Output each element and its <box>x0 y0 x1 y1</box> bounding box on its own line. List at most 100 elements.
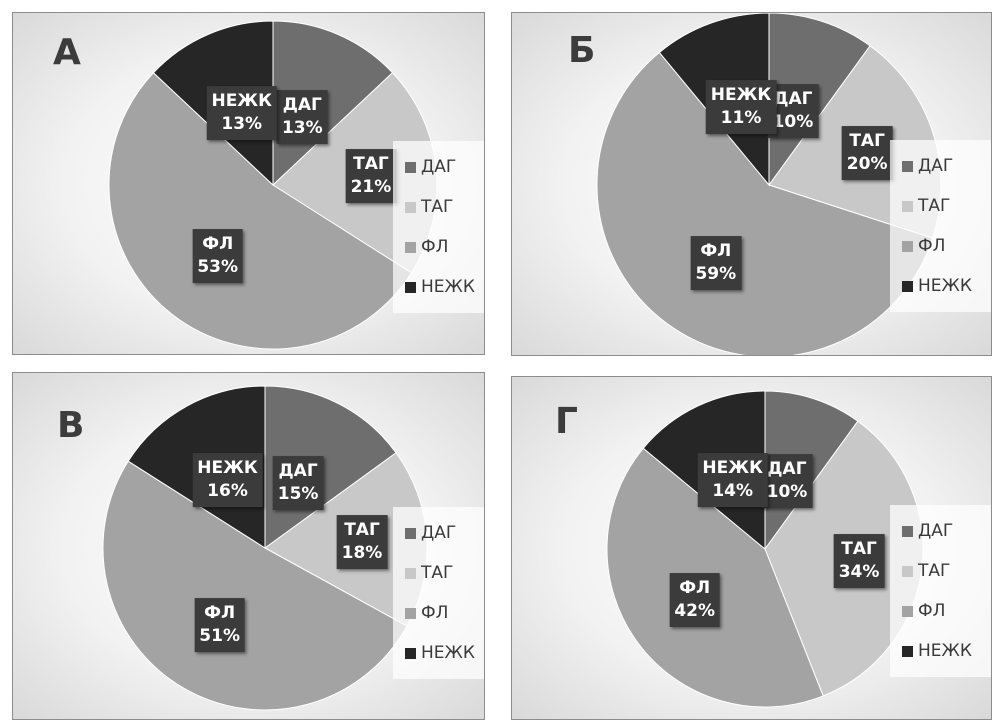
data-label-value: 13% <box>281 118 323 139</box>
data-label-category: ФЛ <box>202 234 234 255</box>
legend-item: ФЛ <box>405 593 484 633</box>
data-label-category: ФЛ <box>700 241 732 262</box>
data-label: ФЛ 51% <box>194 597 245 652</box>
data-label: ФЛ 59% <box>690 236 742 291</box>
legend-swatch <box>902 565 913 577</box>
legend: ДАГ ТАГ ФЛ НЕЖК <box>393 141 484 313</box>
legend-item: НЕЖК <box>902 631 984 671</box>
legend-swatch <box>902 160 913 172</box>
pie-chart-panel: А ДАГ 13% ТАГ 21% ФЛ 53% НЕЖК 13% ДАГ ТАГ ФЛ НЕЖК <box>12 12 485 355</box>
data-label-category: ДАГ <box>773 89 813 110</box>
panel-label: Г <box>555 401 578 442</box>
data-label-category: ДАГ <box>282 95 322 116</box>
legend-swatch <box>902 605 913 617</box>
data-label-value: 21% <box>350 176 392 197</box>
data-label-category: ТАГ <box>353 153 389 174</box>
legend-label: ДАГ <box>421 157 457 177</box>
data-label: ТАГ 18% <box>336 514 388 569</box>
legend-label: НЕЖК <box>421 643 475 663</box>
legend-item: ТАГ <box>405 187 484 227</box>
legend-label: ТАГ <box>918 196 951 216</box>
data-label: ФЛ 42% <box>669 573 721 628</box>
pie-slice-3 <box>108 72 413 350</box>
pie-slice-3 <box>596 51 934 355</box>
legend: ДАГ ТАГ ФЛ НЕЖК <box>890 505 991 677</box>
data-label-value: 34% <box>838 561 880 582</box>
pie-slice-1 <box>768 13 871 187</box>
pie-chart-panel: Б ДАГ 10% ТАГ 20% ФЛ 59% НЕЖК 11% ДАГ ТАГ ФЛ НЕЖК <box>511 12 992 356</box>
data-label-category: ТАГ <box>344 519 380 540</box>
data-label: НЕЖК 11% <box>705 80 777 135</box>
pie-chart-panel: В ДАГ 15% ТАГ 18% ФЛ 51% НЕЖК 16% ДАГ ТАГ ФЛ НЕЖК <box>12 372 485 720</box>
legend-label: ФЛ <box>421 603 449 623</box>
data-label-category: ТАГ <box>849 131 885 152</box>
data-label-category: НЕЖК <box>211 90 273 111</box>
legend-swatch <box>405 527 416 539</box>
legend-label: НЕЖК <box>421 277 475 297</box>
legend-label: НЕЖК <box>918 276 972 296</box>
data-label: ДАГ 15% <box>272 456 324 510</box>
panel-label: В <box>57 405 85 446</box>
legend-label: ФЛ <box>918 236 946 256</box>
data-label-category: ФЛ <box>204 602 236 623</box>
data-label-category: ДАГ <box>278 461 318 482</box>
data-label: НЕЖК 16% <box>192 452 263 507</box>
data-label: ТАГ 34% <box>833 533 885 588</box>
data-label-category: НЕЖК <box>710 85 772 106</box>
data-label-value: 53% <box>197 257 239 278</box>
data-label-category: НЕЖК <box>702 458 763 479</box>
legend-label: ТАГ <box>421 563 454 583</box>
data-label: НЕЖК 14% <box>697 453 768 508</box>
data-label-value: 16% <box>207 480 248 501</box>
legend-item: ТАГ <box>902 551 984 591</box>
legend-item: ТАГ <box>405 553 484 593</box>
data-label-category: ДАГ <box>767 459 807 480</box>
legend-item: ДАГ <box>902 511 984 551</box>
data-label: ФЛ 53% <box>192 229 244 284</box>
legend-item: НЕЖК <box>902 266 984 306</box>
data-label-value: 10% <box>772 112 814 133</box>
data-label-value: 20% <box>846 154 888 175</box>
legend-swatch <box>902 240 913 252</box>
data-label: ТАГ 21% <box>345 148 397 203</box>
pie-slice-3 <box>102 460 408 711</box>
legend-swatch <box>902 645 913 657</box>
data-label-value: 18% <box>341 542 383 563</box>
legend-swatch <box>405 607 416 619</box>
legend-swatch <box>405 161 416 173</box>
data-label-value: 59% <box>695 264 737 285</box>
legend-swatch <box>405 201 416 213</box>
legend-label: ФЛ <box>421 237 449 257</box>
legend-item: НЕЖК <box>405 633 484 673</box>
legend-swatch <box>902 525 913 537</box>
legend-swatch <box>405 647 416 659</box>
legend: ДАГ ТАГ ФЛ НЕЖК <box>890 140 991 312</box>
legend-label: ДАГ <box>918 521 954 541</box>
legend-item: ТАГ <box>902 186 984 226</box>
legend: ДАГ ТАГ ФЛ НЕЖК <box>393 507 484 679</box>
data-label: НЕЖК 13% <box>206 85 278 140</box>
data-label-category: НЕЖК <box>197 457 258 478</box>
legend-item: ДАГ <box>405 513 484 553</box>
legend-item: ДАГ <box>405 147 484 187</box>
legend-swatch <box>902 280 913 292</box>
legend-label: ТАГ <box>421 197 454 217</box>
data-label: ДАГ 10% <box>761 454 813 509</box>
data-label-category: ТАГ <box>841 538 877 559</box>
data-label: ДАГ 13% <box>276 90 328 145</box>
legend-label: ТАГ <box>918 561 951 581</box>
legend-swatch <box>405 567 416 579</box>
panel-label: А <box>53 32 81 73</box>
data-label-value: 15% <box>277 484 319 505</box>
pie-chart-panel: Г ДАГ 10% ТАГ 34% ФЛ 42% НЕЖК 14% ДАГ ТАГ ФЛ НЕЖК <box>511 376 992 720</box>
legend-swatch <box>902 200 913 212</box>
data-label-value: 51% <box>199 625 240 646</box>
legend-swatch <box>405 241 416 253</box>
data-label-value: 11% <box>720 108 762 129</box>
legend-label: ДАГ <box>918 156 954 176</box>
legend-item: НЕЖК <box>405 267 484 307</box>
legend-label: ФЛ <box>918 601 946 621</box>
legend-item: ФЛ <box>405 227 484 267</box>
legend-item: ФЛ <box>902 226 984 266</box>
data-label-value: 14% <box>712 481 754 502</box>
